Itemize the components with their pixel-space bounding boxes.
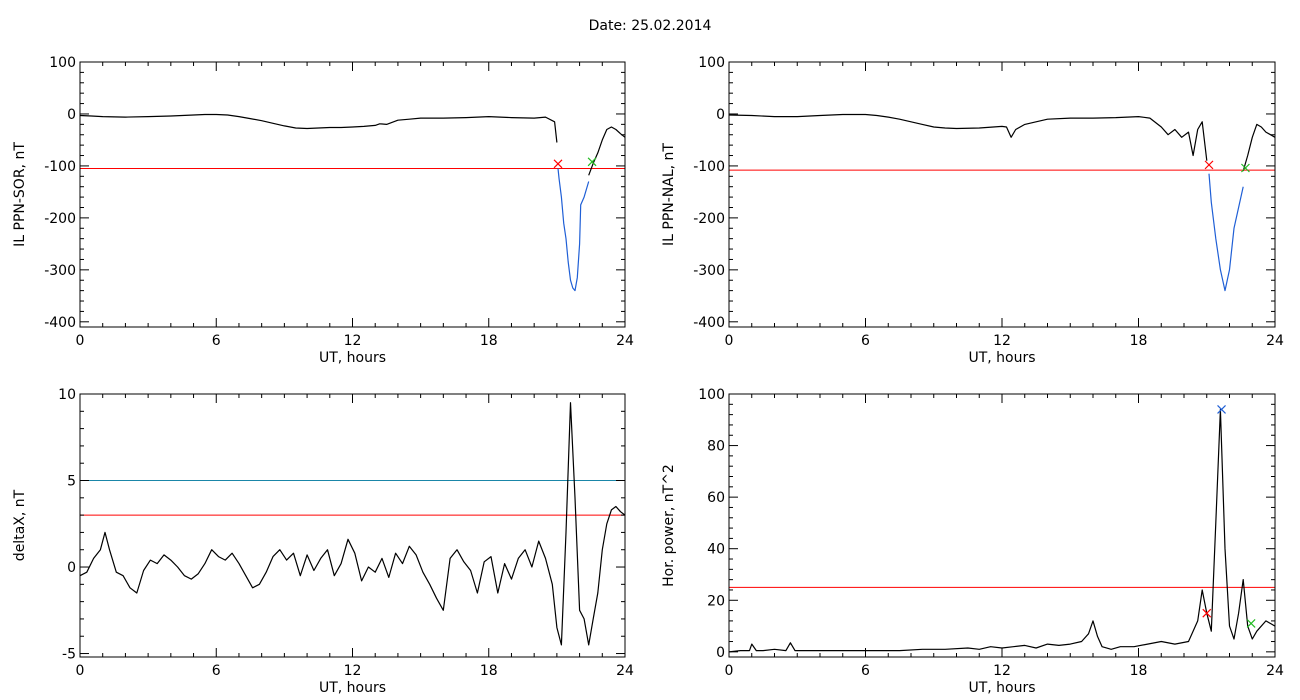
event-marker — [1217, 405, 1226, 414]
y-tick-label: -5 — [62, 647, 76, 663]
y-tick-label: 100 — [698, 55, 725, 71]
panel-il-ppn-nal: 0 6 12 18 24 -400 -300 -200 -100 0 100 UT, hours IL … — [661, 55, 1284, 366]
y-tick-label: 80 — [707, 439, 725, 455]
series-line — [1242, 123, 1276, 172]
x-tick-label: 12 — [993, 333, 1011, 349]
x-tick-label: 24 — [616, 333, 634, 349]
y-axis-label: IL PPN-SOR, nT — [12, 142, 28, 247]
x-tick-label: 24 — [1266, 663, 1284, 679]
series-line — [557, 168, 590, 292]
x-tick-label: 18 — [1130, 663, 1148, 679]
plot-frame — [728, 61, 1276, 328]
y-tick-label: 0 — [67, 560, 76, 576]
x-tick-label: 24 — [1266, 333, 1284, 349]
x-axis-label: UT, hours — [968, 680, 1035, 696]
x-tick-label: 12 — [993, 663, 1011, 679]
y-tick-label: 40 — [707, 542, 725, 558]
x-tick-label: 6 — [861, 333, 870, 349]
date-label: Date: — [588, 18, 627, 34]
series-line — [1208, 173, 1244, 292]
x-tick-label: 12 — [344, 333, 362, 349]
y-tick-label: 5 — [67, 474, 76, 490]
event-marker — [1246, 619, 1256, 628]
y-tick-label: -200 — [44, 211, 76, 227]
x-tick-label: 0 — [725, 663, 734, 679]
y-tick-label: -300 — [44, 263, 76, 279]
series-line — [728, 408, 1276, 653]
plot-frame — [728, 393, 1276, 658]
x-tick-label: 18 — [480, 333, 498, 349]
date-title: Date: 25.02.2014 — [0, 18, 1300, 34]
series-line — [728, 113, 1208, 161]
y-tick-label: 100 — [698, 387, 725, 403]
date-value: 25.02.2014 — [631, 18, 712, 34]
x-axis-label: UT, hours — [319, 680, 386, 696]
x-axis-label: UT, hours — [319, 350, 386, 366]
series-line — [79, 402, 626, 646]
series-line — [79, 113, 558, 143]
y-axis-label: Hor. power, nT^2 — [661, 464, 677, 587]
x-tick-label: 0 — [76, 663, 85, 679]
y-tick-label: 0 — [716, 107, 725, 123]
y-tick-label: 20 — [707, 593, 725, 609]
x-tick-label: 6 — [212, 333, 221, 349]
panel-hor-power: 0 6 12 18 24 0 20 40 60 80 100 UT, hours Hor. power,… — [661, 387, 1284, 696]
panel-il-ppn-sor: 0 6 12 18 24 -400 -300 -200 -100 0 100 UT, hours IL … — [12, 55, 634, 366]
plot-frame — [79, 61, 626, 328]
event-marker — [1202, 608, 1212, 618]
y-tick-label: 10 — [58, 387, 76, 403]
x-tick-label: 18 — [480, 663, 498, 679]
x-tick-label: 24 — [616, 663, 634, 679]
event-marker — [1204, 160, 1214, 170]
y-tick-label: -400 — [44, 315, 76, 331]
x-tick-label: 12 — [344, 663, 362, 679]
x-tick-label: 18 — [1130, 333, 1148, 349]
event-marker — [587, 157, 597, 167]
y-tick-label: 0 — [716, 645, 725, 661]
y-tick-label: -200 — [693, 211, 725, 227]
x-tick-label: 6 — [861, 663, 870, 679]
event-marker — [1241, 163, 1250, 173]
y-tick-label: 100 — [49, 55, 76, 71]
x-tick-label: 6 — [212, 663, 221, 679]
event-marker — [553, 159, 563, 169]
x-tick-label: 0 — [725, 333, 734, 349]
plot-frame — [79, 393, 626, 658]
y-tick-label: -100 — [693, 159, 725, 175]
y-axis-label: IL PPN-NAL, nT — [661, 143, 677, 246]
y-axis-label: deltaX, nT — [12, 489, 28, 561]
x-axis-label: UT, hours — [968, 350, 1035, 366]
y-tick-label: 60 — [707, 490, 725, 506]
y-tick-label: -100 — [44, 159, 76, 175]
y-tick-label: 0 — [67, 107, 76, 123]
x-tick-label: 0 — [76, 333, 85, 349]
y-tick-label: -300 — [693, 263, 725, 279]
y-tick-label: -400 — [693, 315, 725, 331]
